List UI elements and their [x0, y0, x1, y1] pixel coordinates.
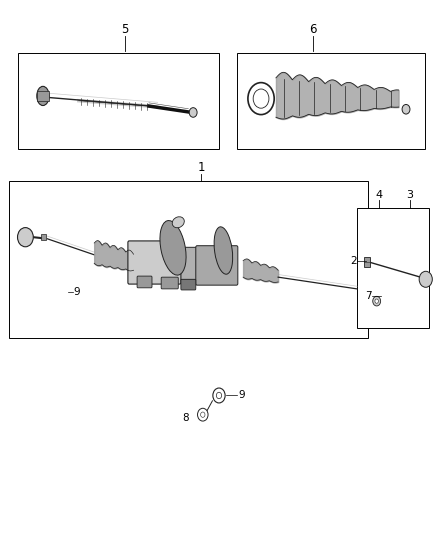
- Bar: [364, 257, 370, 267]
- Bar: [41, 234, 46, 240]
- Circle shape: [373, 296, 381, 306]
- Circle shape: [216, 392, 222, 399]
- Circle shape: [419, 271, 432, 287]
- FancyBboxPatch shape: [128, 241, 181, 284]
- FancyBboxPatch shape: [137, 276, 152, 288]
- Bar: [357, 208, 429, 328]
- Circle shape: [198, 408, 208, 421]
- Circle shape: [375, 299, 378, 303]
- FancyBboxPatch shape: [181, 279, 196, 290]
- Text: 9: 9: [239, 391, 245, 400]
- Bar: [237, 53, 425, 149]
- Ellipse shape: [160, 221, 186, 275]
- Text: 4: 4: [375, 190, 382, 199]
- Text: 9: 9: [73, 287, 80, 296]
- Text: 3: 3: [406, 190, 413, 199]
- Text: 1: 1: [198, 161, 205, 174]
- Text: 5: 5: [121, 23, 128, 36]
- Ellipse shape: [37, 86, 49, 106]
- Text: 2: 2: [350, 256, 357, 266]
- Circle shape: [201, 412, 205, 417]
- FancyBboxPatch shape: [161, 277, 178, 289]
- Circle shape: [189, 108, 197, 117]
- FancyBboxPatch shape: [134, 247, 207, 280]
- Ellipse shape: [172, 217, 184, 228]
- Text: 7: 7: [365, 291, 372, 301]
- Bar: [9, 181, 368, 338]
- Circle shape: [18, 228, 33, 247]
- Circle shape: [248, 83, 274, 115]
- Ellipse shape: [214, 227, 233, 274]
- Text: 6: 6: [309, 23, 317, 36]
- Bar: [18, 53, 219, 149]
- FancyBboxPatch shape: [196, 246, 238, 285]
- Circle shape: [402, 104, 410, 114]
- Circle shape: [253, 89, 269, 108]
- Text: 8: 8: [182, 414, 189, 423]
- Bar: [37, 91, 49, 101]
- Circle shape: [213, 388, 225, 403]
